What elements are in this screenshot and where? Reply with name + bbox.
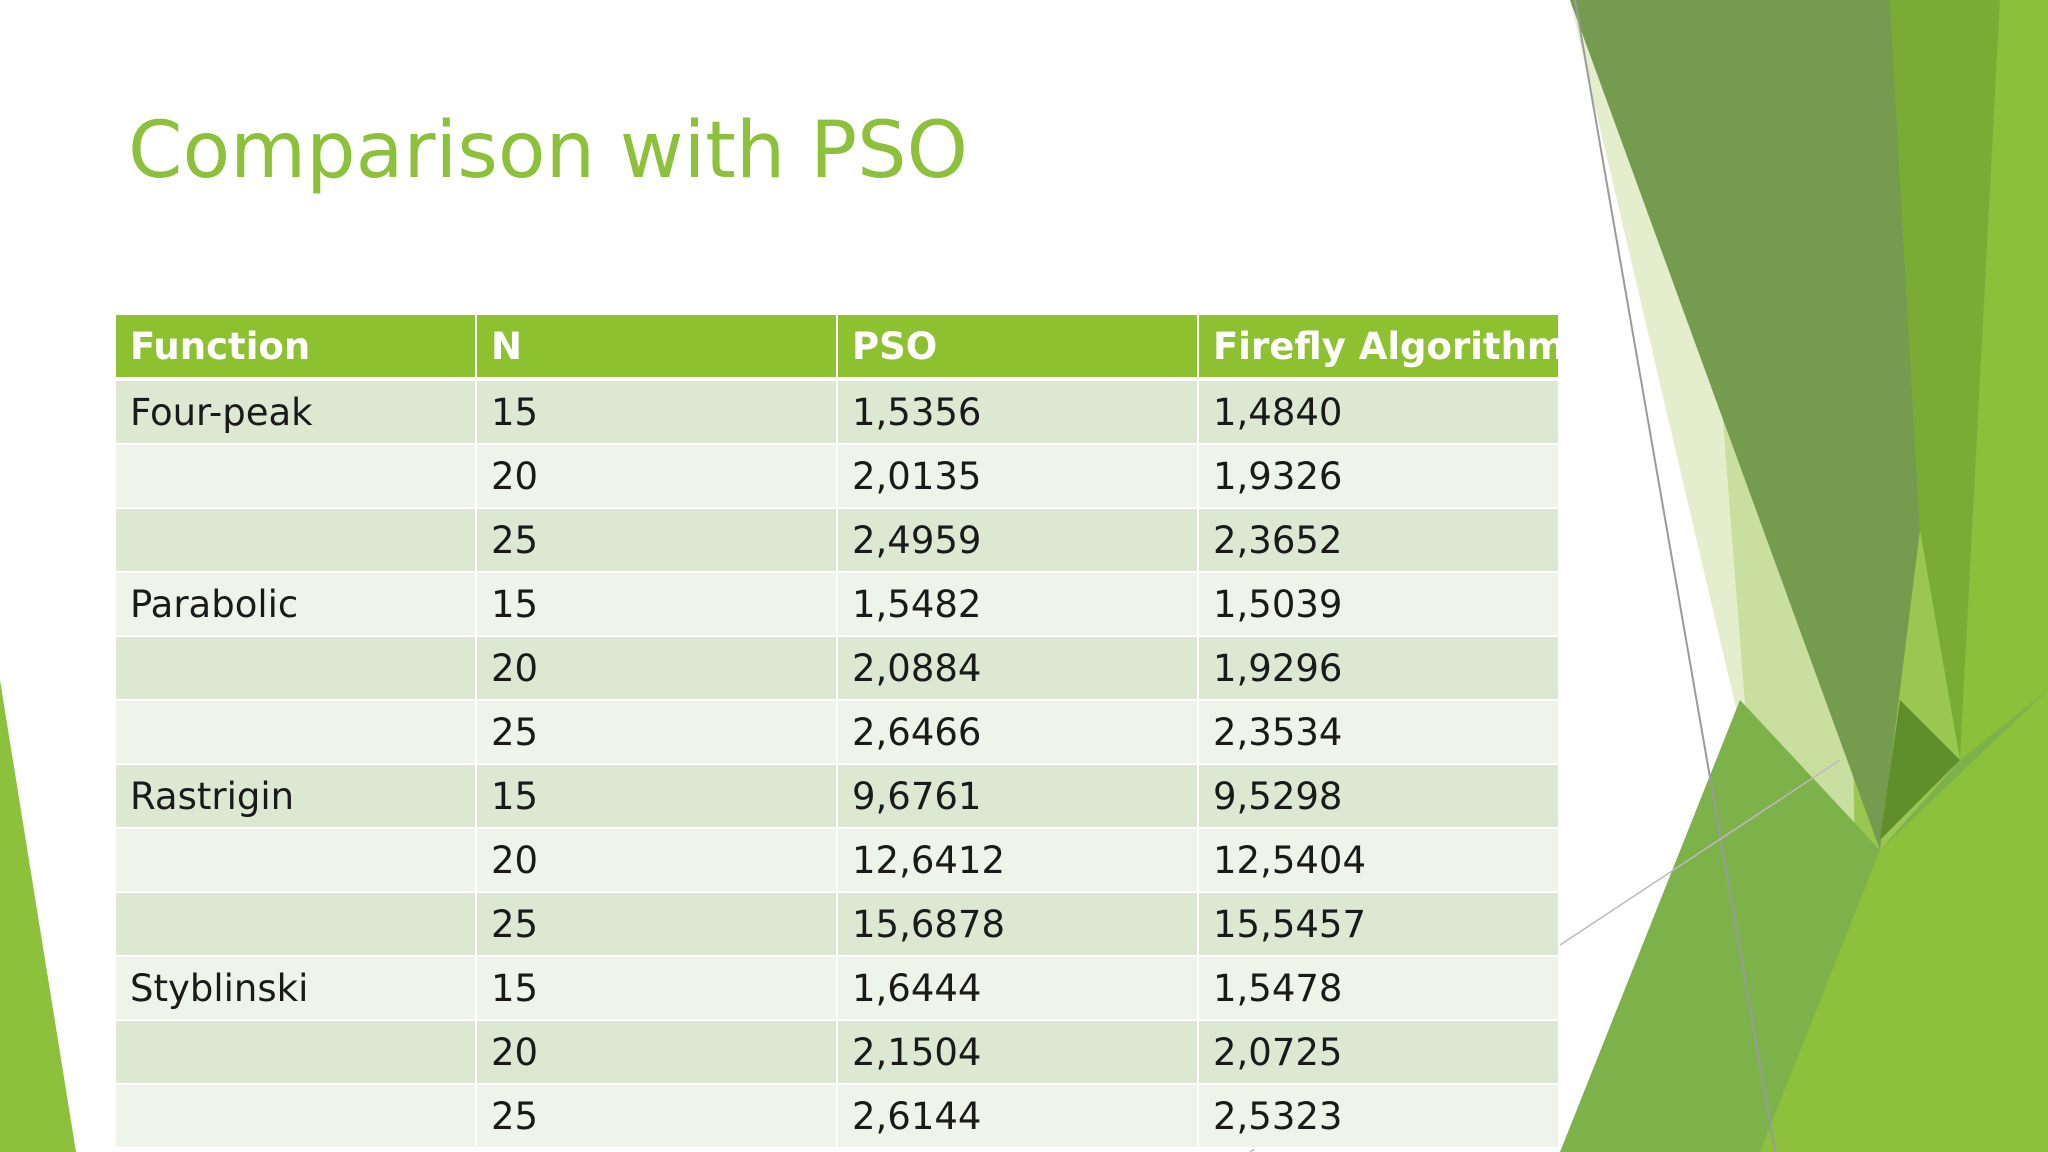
cell-function: Four-peak [114,378,477,445]
table-row: 20 2,0135 1,9326 [114,443,1560,509]
table-row: Styblinski 15 1,6444 1,5478 [114,955,1560,1021]
table-row: Parabolic 15 1,5482 1,5039 [114,571,1560,637]
cell-n: 15 [475,378,838,445]
cell-function: Rastrigin [114,763,477,829]
column-header-n: N [475,313,838,381]
cell-function [114,891,477,957]
cell-pso: 15,6878 [836,891,1199,957]
cell-pso: 9,6761 [836,763,1199,829]
cell-function [114,507,477,573]
cell-n: 20 [475,635,838,701]
cell-pso: 2,6466 [836,699,1199,765]
table-row: Rastrigin 15 9,6761 9,5298 [114,763,1560,829]
cell-firefly: 1,5478 [1197,955,1560,1021]
facet-shape [1890,0,2000,760]
cell-pso: 2,0135 [836,443,1199,509]
cell-firefly: 2,3534 [1197,699,1560,765]
cell-pso: 2,0884 [836,635,1199,701]
cell-n: 25 [475,507,838,573]
cell-firefly: 2,0725 [1197,1019,1560,1085]
cell-function [114,443,477,509]
facet-shape [1760,690,2048,1152]
cell-firefly: 1,4840 [1197,378,1560,445]
cell-firefly: 2,3652 [1197,507,1560,573]
cell-function [114,699,477,765]
table-row: 20 2,1504 2,0725 [114,1019,1560,1085]
cell-pso: 12,6412 [836,827,1199,893]
cell-n: 25 [475,1083,838,1149]
cell-firefly: 12,5404 [1197,827,1560,893]
cell-n: 15 [475,763,838,829]
thin-line [1559,759,1841,946]
cell-function: Parabolic [114,571,477,637]
cell-pso: 1,5482 [836,571,1199,637]
table-row: 25 2,6144 2,5323 [114,1083,1560,1149]
cell-function [114,635,477,701]
cell-pso: 1,6444 [836,955,1199,1021]
cell-function [114,1019,477,1085]
cell-function [114,827,477,893]
cell-pso: 1,5356 [836,378,1199,445]
table-row: Four-peak 15 1,5356 1,4840 [114,378,1560,445]
table-row: 20 12,6412 12,5404 [114,827,1560,893]
table-row: 20 2,0884 1,9296 [114,635,1560,701]
cell-n: 20 [475,1019,838,1085]
table-header: Function N PSO Firefly Algorithm [114,313,1560,381]
cell-pso: 2,1504 [836,1019,1199,1085]
cell-pso: 2,4959 [836,507,1199,573]
header-row: Function N PSO Firefly Algorithm [114,313,1560,381]
thin-line [1574,0,1776,1152]
cell-firefly: 15,5457 [1197,891,1560,957]
table-row: 25 2,4959 2,3652 [114,507,1560,573]
facet-shape [1570,0,1920,850]
cell-n: 20 [475,827,838,893]
cell-n: 25 [475,891,838,957]
cell-firefly: 1,5039 [1197,571,1560,637]
cell-n: 20 [475,443,838,509]
column-header-function: Function [114,313,477,381]
table-row: 25 2,6466 2,3534 [114,699,1560,765]
slide-title: Comparison with PSO [128,106,969,196]
table-body: Four-peak 15 1,5356 1,4840 20 2,0135 1,9… [114,378,1560,1149]
cell-n: 15 [475,571,838,637]
comparison-table: Function N PSO Firefly Algorithm Four-pe… [114,313,1560,1149]
cell-firefly: 2,5323 [1197,1083,1560,1149]
column-header-pso: PSO [836,313,1199,381]
cell-n: 15 [475,955,838,1021]
cell-function: Styblinski [114,955,477,1021]
cell-firefly: 1,9326 [1197,443,1560,509]
facet-shape [0,680,76,1152]
cell-firefly: 1,9296 [1197,635,1560,701]
cell-firefly: 9,5298 [1197,763,1560,829]
cell-n: 25 [475,699,838,765]
column-header-firefly: Firefly Algorithm [1197,313,1560,381]
cell-pso: 2,6144 [836,1083,1199,1149]
cell-function [114,1083,477,1149]
facet-shape [1880,700,1960,840]
table-row: 25 15,6878 15,5457 [114,891,1560,957]
